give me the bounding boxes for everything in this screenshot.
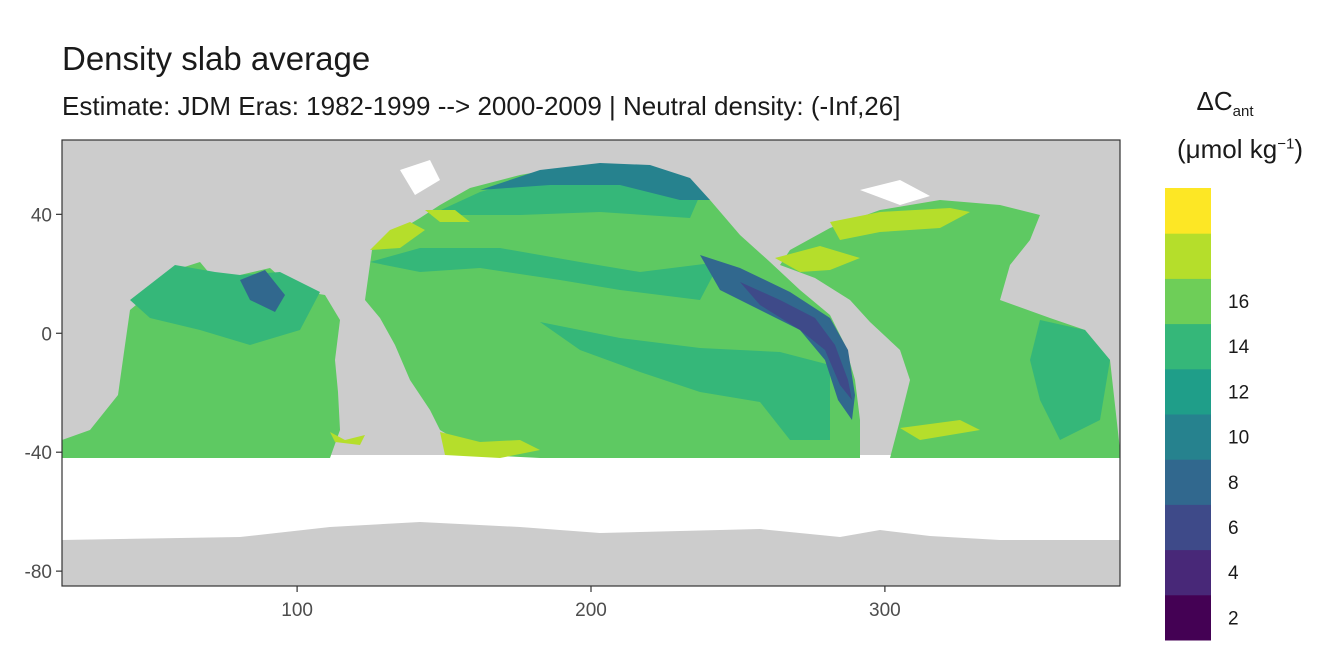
legend-colorbar: 2 4 6 8 10 12 14 16 xyxy=(1165,188,1250,641)
arabian-sea-low xyxy=(240,270,285,312)
pacific-south-band xyxy=(540,322,830,440)
legend-swatch xyxy=(1165,188,1211,234)
map-title: Density slab average xyxy=(62,40,371,77)
legend-unit-close: ) xyxy=(1294,134,1303,164)
legend-subscript: ant xyxy=(1232,103,1254,121)
legend-swatch xyxy=(1165,549,1211,596)
atlantic-ocean xyxy=(780,200,1120,458)
japan-east-high xyxy=(425,210,470,222)
atlantic-east-band xyxy=(1030,320,1110,440)
south-africa-high xyxy=(900,420,980,440)
y-tick-label: 40 xyxy=(31,205,52,226)
caribbean-high xyxy=(775,246,860,272)
tasman-high xyxy=(440,432,540,458)
legend-label: 10 xyxy=(1228,428,1249,449)
australia-south-high xyxy=(330,432,365,445)
eastern-pacific-low xyxy=(700,255,855,420)
gulf-stream-high xyxy=(830,208,970,240)
legend-label: 8 xyxy=(1228,473,1239,494)
legend-swatch xyxy=(1165,594,1211,641)
legend-label: 2 xyxy=(1228,608,1239,629)
legend-swatch xyxy=(1165,368,1211,415)
x-tick-label: 200 xyxy=(575,600,607,621)
kuroshio-high xyxy=(370,222,425,250)
legend-unit-open: (μmol kg xyxy=(1177,134,1278,164)
legend-swatch xyxy=(1165,233,1211,279)
y-tick-label: -80 xyxy=(25,562,52,583)
legend-unit-sup: −1 xyxy=(1277,135,1295,153)
eastern-pacific-coastal-min xyxy=(740,282,852,400)
map-panel xyxy=(62,140,1120,586)
north-atlantic-white-patch xyxy=(860,180,930,205)
legend-swatch xyxy=(1165,278,1211,325)
legend-symbol: ΔC xyxy=(1196,86,1233,116)
legend-label: 12 xyxy=(1228,382,1249,403)
y-tick-label: -40 xyxy=(25,443,52,464)
y-axis: 40 0 -40 -80 xyxy=(25,205,62,583)
legend-swatch xyxy=(1165,459,1211,505)
legend-label: 14 xyxy=(1228,337,1250,358)
legend-label: 4 xyxy=(1228,563,1239,584)
x-tick-label: 300 xyxy=(869,600,901,621)
legend-title-unit: (μmol kg−1) xyxy=(1160,134,1320,165)
no-data-band xyxy=(62,455,1120,540)
legend-swatch xyxy=(1165,414,1211,460)
legend-label: 6 xyxy=(1228,518,1239,539)
x-tick-label: 100 xyxy=(281,600,313,621)
y-tick-label: 0 xyxy=(41,324,52,345)
pacific-north-rim xyxy=(480,163,710,200)
x-axis: 100 200 300 xyxy=(281,586,901,621)
legend-title-symbol: ΔCant xyxy=(1185,86,1265,120)
north-pacific-white-patch xyxy=(400,160,440,195)
legend-swatch xyxy=(1165,323,1211,370)
map-subtitle: Estimate: JDM Eras: 1982-1999 --> 2000-2… xyxy=(62,91,901,121)
pacific-mid-band xyxy=(370,248,720,300)
antarctica-land xyxy=(62,522,1120,586)
legend-label: 16 xyxy=(1228,292,1249,313)
legend-swatch xyxy=(1165,504,1211,551)
